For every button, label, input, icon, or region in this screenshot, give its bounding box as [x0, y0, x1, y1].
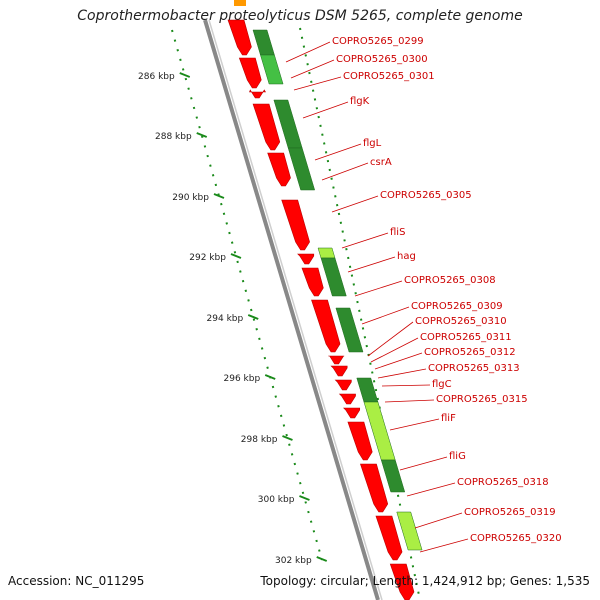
- gene-leader-line: [341, 232, 389, 249]
- gene-leader-line: [389, 418, 440, 431]
- gc-block: [320, 257, 347, 297]
- gene-label: COPRO5265_0312: [424, 347, 516, 358]
- cds-arrow: [301, 267, 324, 297]
- ruler-tick-label: 296 kbp: [224, 374, 261, 384]
- gene-leader-line: [361, 306, 410, 325]
- ruler-tick-label: 294 kbp: [207, 314, 244, 324]
- cds-arrow: [328, 355, 345, 365]
- gene-label: COPRO5265_0315: [436, 394, 528, 405]
- cds-arrow: [330, 365, 348, 377]
- gene-leader-line: [331, 195, 379, 213]
- ruler-tick-label: 288 kbp: [155, 132, 192, 142]
- cds-arrow: [338, 393, 356, 405]
- gene-label: fliS: [390, 227, 405, 238]
- gene-label: COPRO5265_0301: [343, 71, 435, 82]
- cds-arrow: [311, 299, 341, 353]
- gene-leader-line: [293, 76, 342, 91]
- cds-arrow: [334, 379, 352, 391]
- ruler-tick: [299, 495, 310, 501]
- cds-arrow: [227, 19, 252, 56]
- gc-block: [252, 29, 275, 56]
- ruler-tick-label: 286 kbp: [138, 72, 175, 82]
- gc-block: [317, 247, 336, 259]
- ruler-tick-label: 302 kbp: [275, 556, 312, 566]
- gene-leader-line: [321, 162, 369, 181]
- genome-title: Coprothermobacter proteolyticus DSM 5265…: [77, 8, 523, 24]
- ruler-tick-label: 298 kbp: [241, 435, 278, 445]
- gene-label: COPRO5265_0308: [404, 275, 496, 286]
- ruler-tick: [213, 193, 225, 199]
- gene-leader-line: [406, 482, 456, 497]
- gene-leader-line: [370, 337, 419, 363]
- gene-leader-line: [419, 538, 469, 553]
- gene-leader-line: [384, 399, 435, 403]
- cds-arrow: [389, 563, 415, 600]
- outer-guide-line: [299, 27, 421, 600]
- ruler-tick-label: 300 kbp: [258, 495, 295, 505]
- gc-block: [396, 511, 423, 551]
- gene-leader-line: [302, 101, 349, 119]
- gene-leader-line: [347, 256, 396, 273]
- gene-label: COPRO5265_0313: [428, 363, 520, 374]
- gene-label: hag: [397, 251, 416, 262]
- ruler-tick: [264, 374, 276, 380]
- gene-label: fliG: [449, 451, 466, 462]
- cds-arrow: [297, 253, 315, 265]
- gene-leader-line: [377, 368, 427, 379]
- gene-label: COPRO5265_0310: [415, 316, 507, 327]
- gene-label: COPRO5265_0318: [457, 477, 549, 488]
- gene-label: COPRO5265_0305: [380, 190, 472, 201]
- gene-label: COPRO5265_0320: [470, 533, 562, 544]
- gene-leader-line: [367, 321, 414, 357]
- gc-block: [287, 147, 316, 191]
- cds-arrow: [249, 89, 267, 99]
- cds-arrow: [343, 407, 361, 419]
- accession-text: Accession: NC_011295: [8, 574, 145, 588]
- gene-leader-line: [414, 512, 463, 529]
- genome-summary-text: Topology: circular; Length: 1,424,912 bp…: [260, 574, 590, 588]
- cds-arrow: [375, 515, 403, 561]
- ruler-tick-label: 290 kbp: [172, 193, 209, 203]
- gene-label: flgL: [363, 138, 382, 149]
- ruler-tick: [282, 435, 293, 441]
- gene-label: COPRO5265_0311: [420, 332, 512, 343]
- gene-leader-line: [354, 280, 403, 297]
- gene-leader-line: [374, 352, 423, 370]
- gc-block: [335, 307, 364, 353]
- gene-leader-line: [314, 143, 362, 161]
- gc-block: [380, 459, 406, 493]
- cds-arrow: [267, 152, 291, 187]
- gene-label: csrA: [370, 157, 392, 168]
- backbone-shadow: [208, 19, 383, 600]
- gene-leader-line: [381, 384, 431, 387]
- gene-label: COPRO5265_0309: [411, 301, 503, 312]
- ruler-tick: [196, 132, 208, 138]
- gene-label: COPRO5265_0319: [464, 507, 556, 518]
- gene-leader-line: [290, 59, 335, 79]
- cds-arrow: [252, 103, 281, 151]
- gene-leader-line: [285, 41, 331, 63]
- gene-label: COPRO5265_0299: [332, 36, 424, 47]
- gc-block: [260, 54, 284, 85]
- gene-label: flgK: [350, 96, 370, 107]
- ruler-tick-label: 292 kbp: [189, 253, 226, 263]
- gene-label: COPRO5265_0300: [336, 54, 428, 65]
- gene-leader-line: [399, 456, 448, 471]
- ruler-tick: [179, 72, 191, 78]
- cds-arrow: [360, 463, 389, 513]
- cds-arrow: [347, 421, 373, 461]
- cds-arrow: [281, 199, 310, 251]
- cds-arrow: [238, 57, 262, 89]
- ruler-tick: [230, 253, 242, 259]
- gene-label: flgC: [432, 379, 452, 390]
- ruler-tick: [316, 556, 328, 562]
- other-feature: [234, 0, 246, 6]
- ruler-tick: [247, 314, 259, 320]
- ruler-line: [171, 29, 323, 561]
- backbone-line: [203, 19, 380, 600]
- gene-label: fliF: [441, 413, 456, 424]
